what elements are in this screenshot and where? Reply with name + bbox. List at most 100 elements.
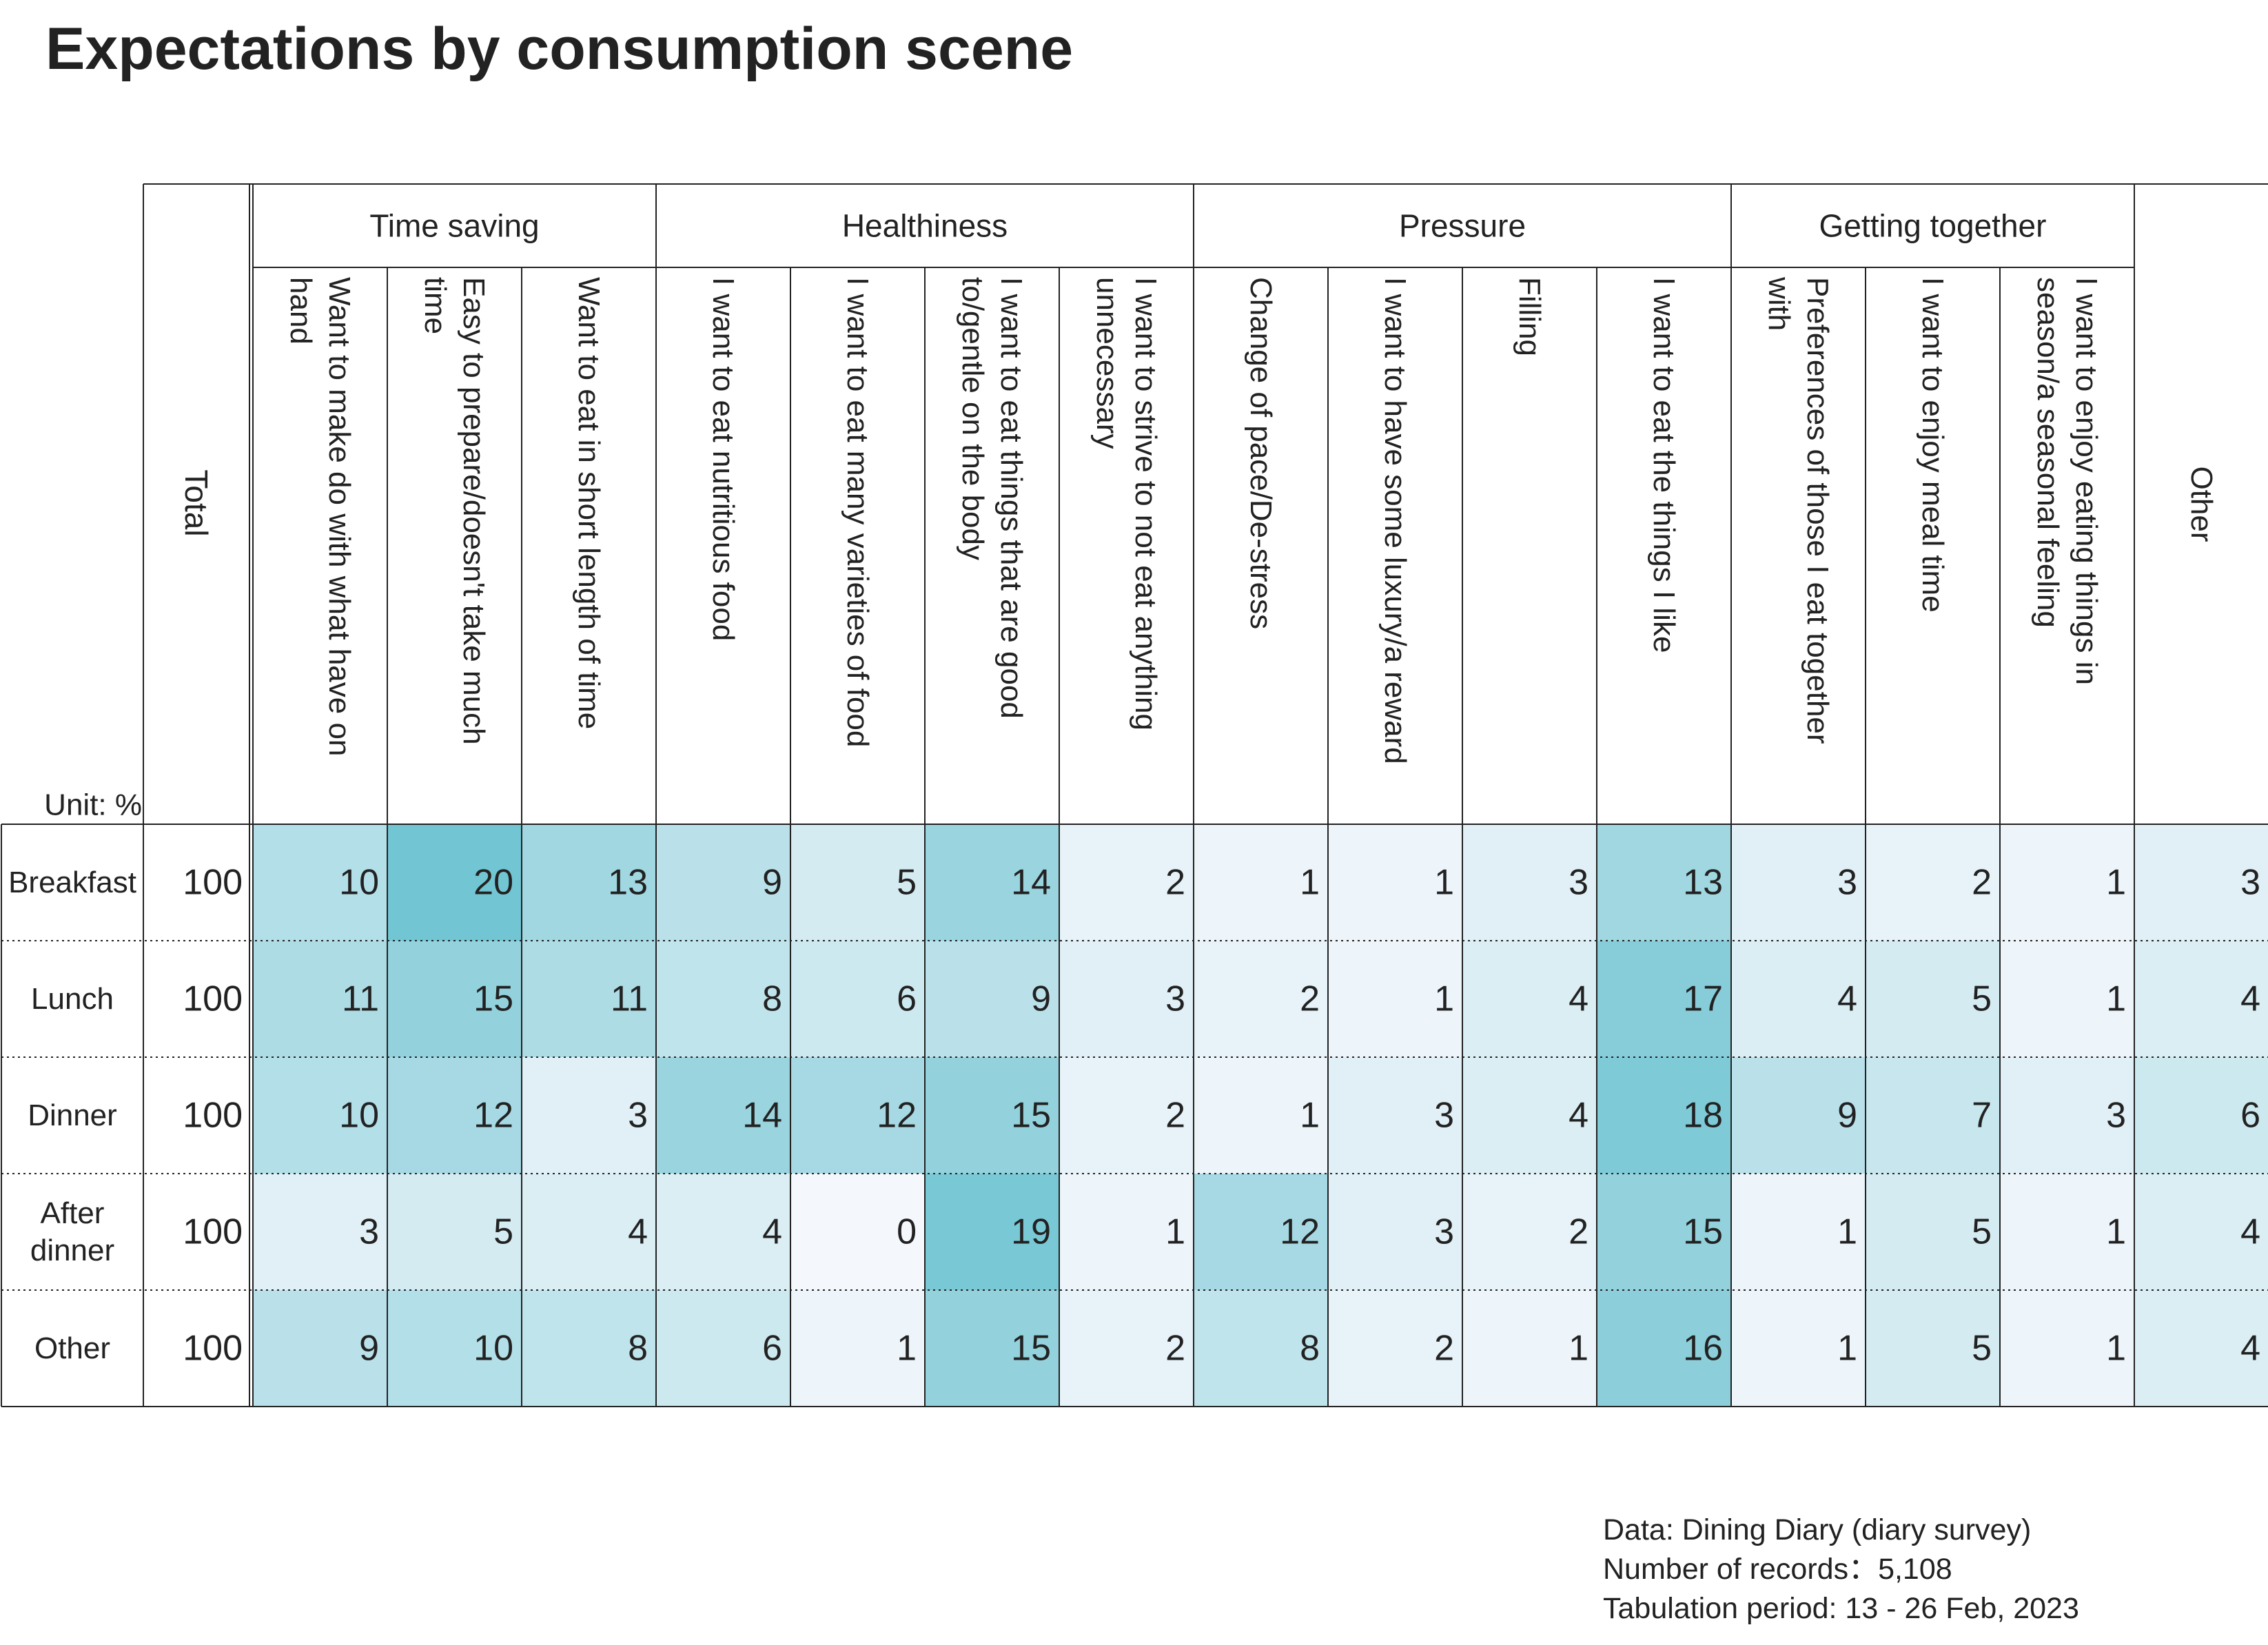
- column-header: Want to make do with what have on: [323, 277, 356, 756]
- cell-value: 1: [897, 1329, 917, 1369]
- cell-value: 4: [1837, 979, 1857, 1019]
- cell-value: 4: [2240, 1212, 2260, 1252]
- heatmap-cell: [925, 1290, 1059, 1407]
- heatmap-cell: [1194, 824, 1328, 941]
- heatmap-cell: [790, 824, 925, 941]
- heatmap-cell: [1059, 1174, 1194, 1290]
- cell-value: 15: [1011, 1096, 1051, 1136]
- cell-value: 8: [1300, 1329, 1320, 1369]
- heatmap-cell: [925, 941, 1059, 1057]
- column-header: I want to enjoy eating things in: [2070, 277, 2103, 685]
- heatmap-cell: [656, 824, 790, 941]
- group-header: Getting together: [1819, 208, 2047, 244]
- heatmap-cell: [1328, 1174, 1462, 1290]
- heatmap-cell: [1328, 941, 1462, 1057]
- cell-value: 13: [1683, 863, 1723, 903]
- row-total: 100: [183, 1096, 243, 1136]
- row-label: Lunch: [31, 982, 114, 1016]
- cell-value: 8: [628, 1329, 648, 1369]
- cell-value: 10: [339, 1096, 379, 1136]
- heatmap-cell: [1731, 1174, 1866, 1290]
- heatmap-cell: [1059, 1290, 1194, 1407]
- cell-value: 1: [2106, 1212, 2126, 1252]
- row-total: 100: [183, 863, 243, 903]
- cell-value: 4: [1569, 979, 1588, 1019]
- cell-value: 5: [1972, 1329, 1992, 1369]
- column-header: Easy to prepare/doesn't take much: [457, 277, 491, 745]
- heatmap-cell: [1194, 1290, 1328, 1407]
- heatmap-cell: [2134, 941, 2268, 1057]
- heatmap-cell: [1328, 824, 1462, 941]
- cell-value: 1: [1837, 1212, 1857, 1252]
- record-count: Number of records：5,108: [1603, 1553, 1952, 1586]
- heatmap-cell: [522, 1057, 656, 1174]
- heatmap-cell: [387, 1174, 522, 1290]
- heatmap-cell: [1328, 1290, 1462, 1407]
- chart-title: Expectations by consumption scene: [45, 16, 1074, 82]
- heatmap-cell: [2000, 1057, 2134, 1174]
- heatmap-cell: [1866, 1174, 2000, 1290]
- cell-value: 19: [1011, 1212, 1051, 1252]
- heatmap-cell: [1059, 824, 1194, 941]
- heatmap-cell: [253, 941, 387, 1057]
- column-header: I want to eat nutritious food: [706, 277, 740, 641]
- cell-value: 9: [359, 1329, 379, 1369]
- heatmap-cell: [2134, 1174, 2268, 1290]
- heatmap-cell: [387, 1057, 522, 1174]
- heatmap-cell: [1731, 824, 1866, 941]
- column-header: I want to have some luxury/a reward: [1378, 277, 1412, 764]
- cell-value: 3: [628, 1096, 648, 1136]
- heatmap-cell: [1059, 941, 1194, 1057]
- cell-value: 1: [1434, 979, 1454, 1019]
- column-header: season/a seasonal feeling: [2031, 277, 2065, 628]
- cell-value: 2: [1165, 1329, 1185, 1369]
- row-label: dinner: [30, 1234, 114, 1267]
- cell-value: 3: [1165, 979, 1185, 1019]
- column-header: I want to enjoy meal time: [1916, 277, 1950, 613]
- heatmap-cell: [2134, 1290, 2268, 1407]
- heatmap-cell: [790, 1290, 925, 1407]
- heatmap-cell: [2000, 1174, 2134, 1290]
- heatmap-cell: [925, 1174, 1059, 1290]
- cell-value: 4: [1569, 1096, 1588, 1136]
- cell-value: 7: [1972, 1096, 1992, 1136]
- heatmap-cell: [522, 1174, 656, 1290]
- heatmap-cell: [1597, 1290, 1731, 1407]
- heatmap-cell: [656, 1174, 790, 1290]
- row-label: Dinner: [28, 1099, 117, 1132]
- heatmap-cell: [1462, 1057, 1597, 1174]
- cell-value: 5: [897, 863, 917, 903]
- cell-value: 3: [1434, 1096, 1454, 1136]
- heatmap-cell: [387, 1290, 522, 1407]
- cell-value: 13: [608, 863, 648, 903]
- group-header: Time saving: [369, 208, 539, 244]
- heatmap-cell: [253, 1057, 387, 1174]
- cell-value: 1: [1300, 863, 1320, 903]
- unit-label: Unit: %: [44, 788, 142, 822]
- row-label: Other: [34, 1331, 110, 1365]
- heatmap-cell: [1462, 941, 1597, 1057]
- cell-value: 12: [473, 1096, 513, 1136]
- cell-value: 6: [762, 1329, 782, 1369]
- cell-value: 14: [1011, 863, 1051, 903]
- group-header: Healthiness: [842, 208, 1008, 244]
- heatmap-cell: [522, 941, 656, 1057]
- cell-value: 5: [1972, 979, 1992, 1019]
- cell-value: 2: [1165, 1096, 1185, 1136]
- heatmap-cell: [253, 1174, 387, 1290]
- cell-value: 4: [2240, 979, 2260, 1019]
- cell-value: 1: [1165, 1212, 1185, 1252]
- heatmap-cell: [387, 824, 522, 941]
- cell-value: 15: [1683, 1212, 1723, 1252]
- cell-value: 3: [1837, 863, 1857, 903]
- heatmap-cell: [656, 941, 790, 1057]
- heatmap-cell: [1597, 824, 1731, 941]
- cell-value: 3: [1569, 863, 1588, 903]
- cell-value: 14: [742, 1096, 782, 1136]
- column-header: unnecessary: [1090, 277, 1124, 449]
- total-header: Total: [178, 469, 214, 536]
- cell-value: 0: [897, 1212, 917, 1252]
- heatmap-cell: [790, 941, 925, 1057]
- cell-value: 12: [1280, 1212, 1320, 1252]
- heatmap-cell: [2134, 824, 2268, 941]
